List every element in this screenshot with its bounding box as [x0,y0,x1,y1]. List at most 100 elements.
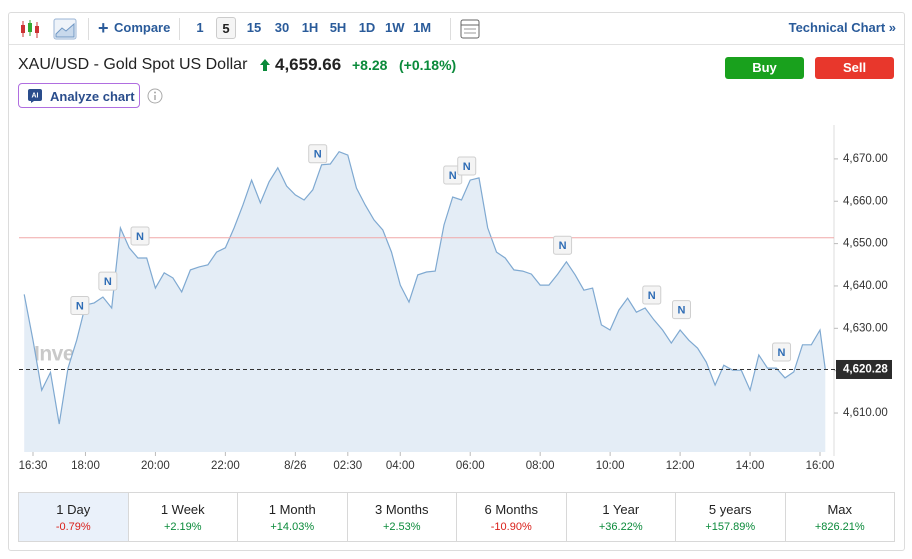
period-change: -10.90% [490,521,532,533]
news-marker-label: N [136,231,144,243]
period-change: +2.19% [163,521,202,533]
x-tick-label: 12:00 [666,460,695,472]
analyze-chart-button[interactable]: AI Analyze chart [18,83,140,108]
news-marker-label: N [463,161,471,173]
current-price-label: 4,620.28 [843,364,888,376]
news-marker[interactable] [553,235,573,255]
period-label: 1 Year [602,502,640,517]
period-cell[interactable]: 1 Month +14.03% [237,493,347,541]
table-icon[interactable] [460,19,480,39]
period-cell[interactable]: 3 Months +2.53% [346,493,457,541]
x-tick-label: 8/26 [284,460,306,472]
period-cell[interactable]: 5 years +157.89% [675,493,785,541]
y-tick-label: 4,670.00 [843,153,888,165]
period-label: 6 Months [484,502,538,517]
interval-button[interactable]: 1 [196,20,204,35]
y-tick-label: 4,640.00 [843,280,888,292]
y-tick-label: 4,630.00 [843,322,888,334]
x-tick-label: 06:00 [456,460,485,472]
price-chart: Investing.com4,610.004,620.004,630.004,6… [19,125,892,472]
period-label: 1 Day [56,502,91,517]
y-tick-label: 4,650.00 [843,238,888,250]
x-tick-label: 16:30 [19,460,48,472]
x-tick-label: 22:00 [211,460,240,472]
news-marker[interactable] [130,226,150,246]
period-cell[interactable]: 1 Day -0.79% [19,493,128,541]
interval-button[interactable]: 30 [274,20,290,35]
period-change: +157.89% [705,521,756,533]
x-tick-label: 10:00 [596,460,625,472]
technical-chart-link[interactable]: Technical Chart » [788,20,896,35]
info-icon[interactable] [147,88,163,104]
x-tick-label: 14:00 [736,460,765,472]
period-table: 1 Day -0.79% 1 Week +2.19% 1 Month +14.03% 3 M… [18,492,895,542]
period-change: +14.03% [270,521,315,533]
price-change: +8.28 [352,57,388,73]
news-marker-label: N [648,290,656,302]
instrument-title: XAU/USD - Gold Spot US Dollar [18,56,248,73]
last-price: 4,659.66 [275,55,342,74]
interval-button[interactable]: 1M [413,20,432,35]
x-tick-label: 20:00 [141,460,170,472]
period-label: 1 Month [268,502,316,517]
interval-button[interactable]: 5 [216,17,236,39]
news-marker[interactable] [70,296,90,316]
x-tick-label: 08:00 [526,460,555,472]
y-tick-label: 4,610.00 [843,407,888,419]
price-line [23,150,826,425]
buy-button[interactable]: Buy [725,57,804,79]
plus-icon: + [98,18,109,38]
news-marker-label: N [314,149,322,161]
period-label: Max [827,502,853,517]
period-change: +826.21% [814,521,865,533]
interval-button[interactable]: 5H [329,20,347,35]
x-tick-label: 02:30 [333,460,362,472]
news-marker[interactable] [772,342,792,362]
interval-button[interactable]: 1D [358,20,376,35]
news-marker-label: N [449,170,457,182]
interval-button[interactable]: 1H [301,20,319,35]
up-arrow [260,59,270,71]
news-marker-label: N [778,347,786,359]
compare-button[interactable]: Compare [114,20,171,35]
sell-button[interactable]: Sell [815,57,894,79]
x-tick-label: 16:00 [806,460,835,472]
news-marker[interactable] [457,156,477,176]
news-marker-label: N [104,276,112,288]
period-label: 5 years [708,502,752,517]
analyze-chart-label: Analyze chart [50,89,135,104]
current-price-box [836,359,892,379]
news-marker[interactable] [98,271,118,291]
area-icon[interactable] [53,18,77,40]
interval-button[interactable]: 1W [385,20,405,35]
separator [450,18,451,40]
svg-text:AI: AI [32,92,39,99]
news-marker-label: N [76,300,84,312]
period-change: +36.22% [598,521,643,533]
period-cell[interactable]: Max +826.21% [784,493,895,541]
separator [88,18,89,40]
ai-icon: AI [28,89,42,103]
y-tick-label: 4,660.00 [843,195,888,207]
interval-button[interactable]: 15 [246,20,262,35]
widget-frame [8,12,905,551]
period-label: 1 Week [160,502,205,517]
x-tick-label: 04:00 [386,460,415,472]
news-marker-label: N [678,305,686,317]
candlestick-icon[interactable] [19,18,41,40]
news-marker[interactable] [308,144,328,164]
price-change-percent: (+0.18%) [399,57,457,73]
news-marker[interactable] [671,300,691,320]
news-marker[interactable] [642,285,662,305]
separator [179,18,180,40]
period-change: +2.53% [382,521,421,533]
period-cell[interactable]: 6 Months -10.90% [456,493,566,541]
x-tick-label: 18:00 [71,460,100,472]
period-cell[interactable]: 1 Week +2.19% [127,493,238,541]
period-cell[interactable]: 1 Year +36.22% [565,493,676,541]
price-area [24,151,826,452]
period-label: 3 Months [375,502,429,517]
toolbar: + Compare 1 5 15 30 1H 5H 1D 1W 1M Technical Cha… [9,13,904,45]
period-change: -0.79% [55,521,91,533]
